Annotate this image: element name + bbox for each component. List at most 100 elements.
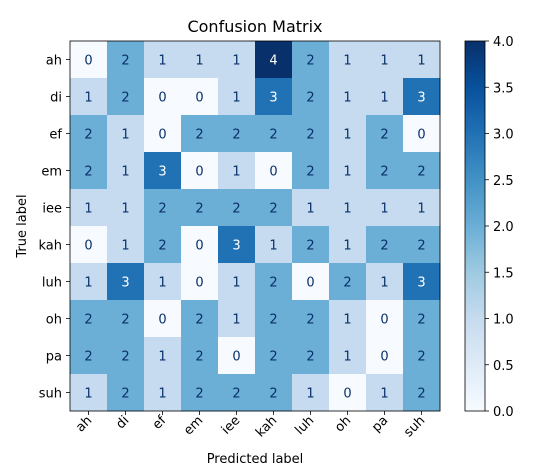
cell-value-label: 0 (306, 276, 314, 291)
y-tick-label: pa (46, 350, 62, 365)
heatmap-cell (218, 152, 256, 190)
heatmap-cell (366, 41, 404, 79)
cell-value-label: 2 (380, 239, 388, 254)
cell-value-label: 1 (380, 387, 388, 402)
heatmap-cell (144, 337, 182, 375)
heatmap-cell (292, 78, 330, 116)
cell-value-label: 2 (195, 350, 203, 365)
heatmap-cell (107, 152, 145, 190)
heatmap-cell (107, 115, 145, 153)
heatmap-cell (329, 337, 367, 375)
cell-value-label: 1 (269, 239, 277, 254)
heatmap-cell (366, 78, 404, 116)
cell-value-label: 1 (232, 54, 240, 69)
cell-value-label: 0 (343, 387, 351, 402)
cell-value-label: 1 (84, 91, 92, 106)
cell-value-label: 2 (306, 239, 314, 254)
cell-value-label: 2 (306, 91, 314, 106)
heatmap-cell (329, 115, 367, 153)
cell-value-label: 2 (84, 313, 92, 328)
heatmap-cell (329, 263, 367, 301)
cell-value-label: 0 (158, 313, 166, 328)
heatmap-cell (144, 226, 182, 264)
y-tick-label: ef (49, 128, 62, 143)
cell-value-label: 2 (306, 128, 314, 143)
heatmap-cell (292, 226, 330, 264)
cell-value-label: 0 (84, 54, 92, 69)
y-tick-label: suh (39, 387, 62, 402)
cell-value-label: 3 (269, 91, 277, 106)
cell-value-label: 2 (306, 165, 314, 180)
cell-value-label: 1 (232, 165, 240, 180)
cell-value-label: 2 (121, 350, 129, 365)
heatmap-cell (292, 300, 330, 338)
cell-value-label: 3 (158, 165, 166, 180)
heatmap-cell (181, 115, 219, 153)
cell-value-label: 2 (269, 202, 277, 217)
colorbar-tick-label: 2.5 (493, 174, 514, 189)
cell-value-label: 3 (121, 276, 129, 291)
cell-value-label: 4 (269, 54, 277, 69)
cell-value-label: 2 (306, 313, 314, 328)
heatmap-cell (255, 374, 293, 412)
x-axis-label: Predicted label (207, 452, 304, 463)
heatmap-cell (107, 189, 145, 227)
heatmap-cell (366, 226, 404, 264)
cell-value-label: 1 (84, 202, 92, 217)
heatmap-cell (107, 263, 145, 301)
heatmap-cell (292, 189, 330, 227)
cell-value-label: 2 (84, 128, 92, 143)
heatmap-cell (218, 263, 256, 301)
heatmap-cell (218, 115, 256, 153)
cell-value-label: 1 (232, 313, 240, 328)
heatmap-cell (403, 78, 441, 116)
cell-value-label: 2 (195, 202, 203, 217)
heatmap-cell (403, 300, 441, 338)
cell-value-label: 2 (306, 54, 314, 69)
cell-value-label: 2 (84, 165, 92, 180)
cell-value-label: 2 (121, 387, 129, 402)
cell-value-label: 2 (269, 276, 277, 291)
heatmap-cell (144, 374, 182, 412)
cell-value-label: 1 (121, 128, 129, 143)
heatmap-cell (403, 374, 441, 412)
cell-value-label: 1 (380, 202, 388, 217)
heatmap-cell (70, 374, 108, 412)
cell-value-label: 1 (380, 276, 388, 291)
colorbar-gradient (464, 40, 486, 412)
cell-value-label: 0 (195, 165, 203, 180)
colorbar-tick-label: 0.0 (493, 405, 514, 420)
cell-value-label: 2 (269, 313, 277, 328)
cell-value-label: 2 (417, 387, 425, 402)
heatmap-cell (107, 337, 145, 375)
x-tick-label: kah (253, 413, 280, 440)
heatmap-cell (144, 263, 182, 301)
heatmap-cell (144, 300, 182, 338)
x-tick-label: iee (219, 413, 243, 437)
heatmap-cell (181, 41, 219, 79)
cell-value-label: 1 (158, 387, 166, 402)
heatmap-cell (107, 41, 145, 79)
cell-value-label: 1 (306, 387, 314, 402)
cell-value-label: 2 (417, 350, 425, 365)
heatmap-cell (181, 263, 219, 301)
cell-value-label: 1 (158, 54, 166, 69)
heatmap-cell (181, 78, 219, 116)
cell-value-label: 2 (195, 128, 203, 143)
colorbar-tick-label: 4.0 (493, 35, 514, 50)
heatmap-cell (181, 226, 219, 264)
cell-value-label: 1 (343, 91, 351, 106)
cell-value-label: 0 (232, 350, 240, 365)
cell-value-label: 1 (121, 165, 129, 180)
heatmap-cell (255, 78, 293, 116)
cell-value-label: 2 (121, 91, 129, 106)
heatmap-cell (144, 78, 182, 116)
x-tick-label: pa (369, 413, 391, 435)
y-tick-label: oh (46, 313, 62, 328)
heatmap-cell (70, 337, 108, 375)
cell-value-label: 2 (121, 313, 129, 328)
cell-value-label: 1 (417, 202, 425, 217)
y-tick-label: kah (38, 239, 62, 254)
heatmap-cell (366, 189, 404, 227)
